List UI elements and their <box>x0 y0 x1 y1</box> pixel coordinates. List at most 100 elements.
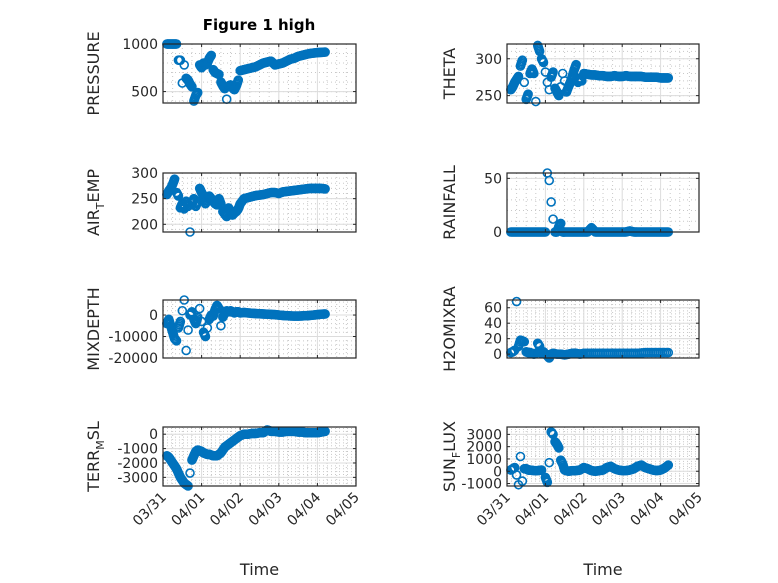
data-point <box>571 59 581 70</box>
data-point <box>530 96 541 107</box>
data-series <box>162 295 330 356</box>
axes-frame <box>162 172 357 233</box>
subplot-row2-left: 200 250 300 AIRTEMP <box>84 166 357 237</box>
data-point <box>546 197 556 207</box>
data-point <box>538 57 549 68</box>
y-axis-label: H2OMIXRA <box>440 286 459 372</box>
data-point <box>548 214 558 224</box>
data-point <box>663 73 674 83</box>
y-axis-label: THETA <box>440 48 459 100</box>
data-point <box>200 331 211 342</box>
data-point <box>529 68 539 79</box>
data-point <box>515 451 526 462</box>
data-point <box>320 184 330 194</box>
data-point <box>233 75 244 85</box>
data-point <box>519 77 530 88</box>
data-point <box>554 443 564 453</box>
data-point <box>663 460 674 470</box>
axes-frame <box>506 426 700 487</box>
data-point <box>555 218 566 229</box>
data-point <box>194 303 205 314</box>
data-point <box>216 320 226 331</box>
data-point <box>181 345 191 356</box>
axes-background <box>507 173 699 232</box>
y-tick-label: -1000 <box>461 477 502 493</box>
data-series <box>162 174 330 237</box>
y-tick-label: 0 <box>149 427 158 443</box>
axes-frame <box>506 172 700 233</box>
data-point <box>183 325 193 335</box>
y-tick-label: 250 <box>131 192 158 208</box>
axes-frame <box>506 299 700 359</box>
data-point <box>320 47 330 57</box>
y-tick-label: 300 <box>131 166 158 182</box>
data-point <box>536 465 547 475</box>
data-point <box>523 89 533 99</box>
y-axis-label: MIXDEPTH <box>84 287 103 370</box>
y-tick-label: -3000 <box>117 470 158 486</box>
data-point <box>663 347 674 358</box>
y-tick-label: 50 <box>484 171 502 187</box>
subplot-top-right: 250 300 THETA <box>440 40 700 107</box>
axes-frame <box>162 299 357 359</box>
data-point <box>187 82 197 92</box>
data-point <box>171 336 182 346</box>
subplot-top-left: 500 1000 PRESSURE <box>84 31 357 116</box>
subplot-bottom-left: -3000-2000-10000TERRMSL03/3104/0104/0204… <box>84 421 363 579</box>
axes-frame <box>506 43 700 104</box>
axes-frame <box>162 43 357 104</box>
y-tick-label: 0 <box>493 225 502 241</box>
y-tick-label: 3000 <box>466 427 502 443</box>
y-tick-label: 20 <box>484 332 502 348</box>
data-point <box>192 87 203 98</box>
x-axis-label: Time <box>582 560 622 579</box>
y-axis-label: PRESSURE <box>84 31 103 115</box>
y-tick-label: 0 <box>149 308 158 324</box>
y-tick-label: 300 <box>475 52 502 68</box>
subplot-row2-right: 0 50 RAINFALL <box>440 165 700 241</box>
data-point <box>513 71 524 82</box>
y-axis-label: SUNFLUX <box>440 421 463 492</box>
y-axis-label: RAINFALL <box>440 165 459 240</box>
data-point <box>202 323 213 333</box>
y-tick-label: -10000 <box>108 330 158 346</box>
data-point <box>511 470 522 480</box>
data-series <box>162 425 330 491</box>
x-axis-label: Time <box>239 560 279 579</box>
data-point <box>175 316 186 327</box>
y-tick-label: 40 <box>484 316 502 332</box>
data-series <box>506 40 674 107</box>
data-series <box>506 427 674 490</box>
y-axis-label: AIRTEMP <box>84 169 107 236</box>
data-point <box>519 336 530 347</box>
y-tick-label: 60 <box>484 301 502 317</box>
y-tick-label: -2000 <box>117 456 158 472</box>
data-point <box>169 174 180 184</box>
subplot-row3-left: -20000 -10000 0 MIXDEPTH <box>84 287 357 371</box>
y-axis-label: TERRMSL <box>84 421 107 493</box>
data-point <box>185 468 195 478</box>
y-tick-label: 0 <box>493 347 502 363</box>
data-point <box>544 457 555 468</box>
y-tick-label: 250 <box>475 89 502 105</box>
data-point <box>548 67 558 77</box>
data-point <box>206 50 217 61</box>
y-tick-label: 1000 <box>122 37 158 53</box>
y-tick-label: 2000 <box>466 440 502 456</box>
data-point <box>517 55 528 66</box>
data-point <box>544 175 555 186</box>
data-point <box>179 60 190 70</box>
data-point <box>173 191 184 201</box>
y-tick-label: -1000 <box>117 442 158 458</box>
figure-title: Figure 1 high <box>203 16 316 34</box>
y-tick-label: 200 <box>131 217 158 233</box>
y-tick-label: -20000 <box>108 351 158 367</box>
y-tick-label: 500 <box>131 85 158 101</box>
y-tick-label: 0 <box>493 464 502 480</box>
data-point <box>554 90 564 101</box>
data-point <box>517 476 528 486</box>
data-point <box>177 305 188 316</box>
